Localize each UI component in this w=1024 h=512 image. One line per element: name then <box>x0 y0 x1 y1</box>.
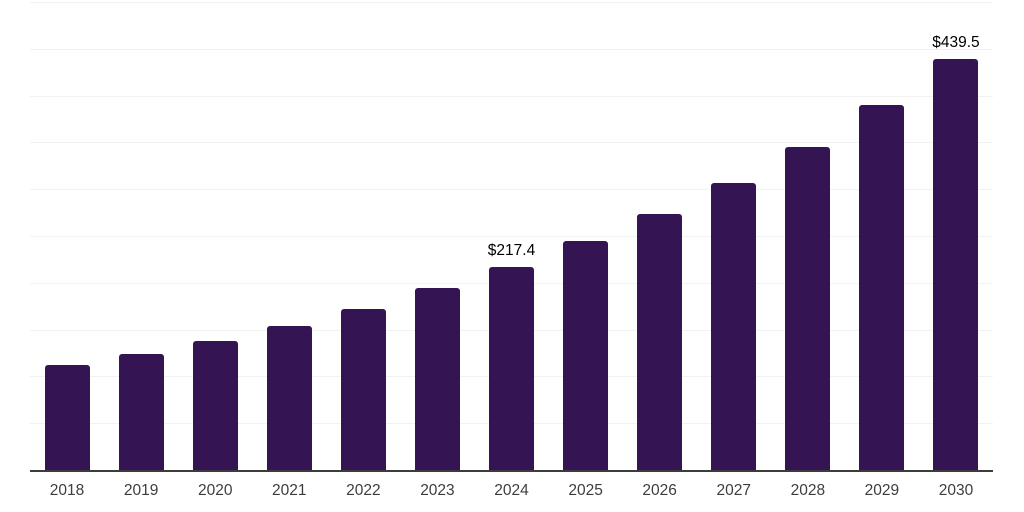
x-tick-label-2029: 2029 <box>864 482 900 499</box>
x-tick-label-2018: 2018 <box>49 482 85 499</box>
bar-slot-2021 <box>252 2 326 470</box>
gridline-250 <box>30 236 993 237</box>
gridline-450 <box>30 48 993 50</box>
bar-2025 <box>563 240 609 470</box>
x-tick-label-2020: 2020 <box>197 482 233 499</box>
gridline-350 <box>30 142 993 144</box>
bar-2022 <box>340 308 386 470</box>
bar-slot-2020 <box>178 2 252 470</box>
x-tick-label-2023: 2023 <box>420 482 455 499</box>
x-tick-label-2030: 2030 <box>938 482 974 499</box>
bars-row: $217.4 $439.5 <box>30 2 993 470</box>
bar-2020 <box>192 341 238 470</box>
bar-2027 <box>711 182 757 470</box>
bar-2026 <box>637 213 683 470</box>
x-tick-label-2027: 2027 <box>716 482 751 499</box>
bar-2019 <box>118 353 164 470</box>
x-axis-labels: 2018 2019 2020 2021 2022 2023 2024 2025 2026 2027… <box>30 482 993 500</box>
gridline-400 <box>30 95 993 97</box>
x-tick-label-2021: 2021 <box>272 482 307 499</box>
bar-slot-2026 <box>623 2 697 470</box>
bar-slot-2023 <box>400 2 474 470</box>
bar-slot-2024: $217.4 <box>474 2 548 470</box>
x-tick-label-2024: 2024 <box>494 482 529 499</box>
gridline-300 <box>30 189 993 191</box>
gridline-500 <box>30 2 993 3</box>
plot-area: $217.4 $439.5 <box>30 2 993 472</box>
bar-2018 <box>44 365 90 470</box>
bar-slot-2019 <box>104 2 178 470</box>
bar-2030 <box>933 58 979 470</box>
bar-slot-2029 <box>845 2 919 470</box>
bar-slot-2022 <box>326 2 400 470</box>
x-tick-label-2019: 2019 <box>123 482 159 499</box>
bar-slot-2027 <box>697 2 771 470</box>
data-label-2030: $439.5 <box>932 33 980 51</box>
x-tick-label-2026: 2026 <box>642 482 677 499</box>
bar-slot-2025 <box>549 2 623 470</box>
bar-2028 <box>785 147 831 470</box>
bar-slot-2030: $439.5 <box>919 2 993 470</box>
bar-2024 <box>489 266 534 470</box>
bar-2029 <box>859 104 905 470</box>
bar-slot-2018 <box>30 2 104 470</box>
x-tick-label-2028: 2028 <box>790 482 826 499</box>
bar-slot-2028 <box>771 2 845 470</box>
x-tick-label-2022: 2022 <box>346 482 381 499</box>
bar-2023 <box>414 288 460 470</box>
data-label-2024: $217.4 <box>487 241 536 259</box>
x-tick-label-2025: 2025 <box>568 482 603 499</box>
bar-2021 <box>266 325 312 470</box>
